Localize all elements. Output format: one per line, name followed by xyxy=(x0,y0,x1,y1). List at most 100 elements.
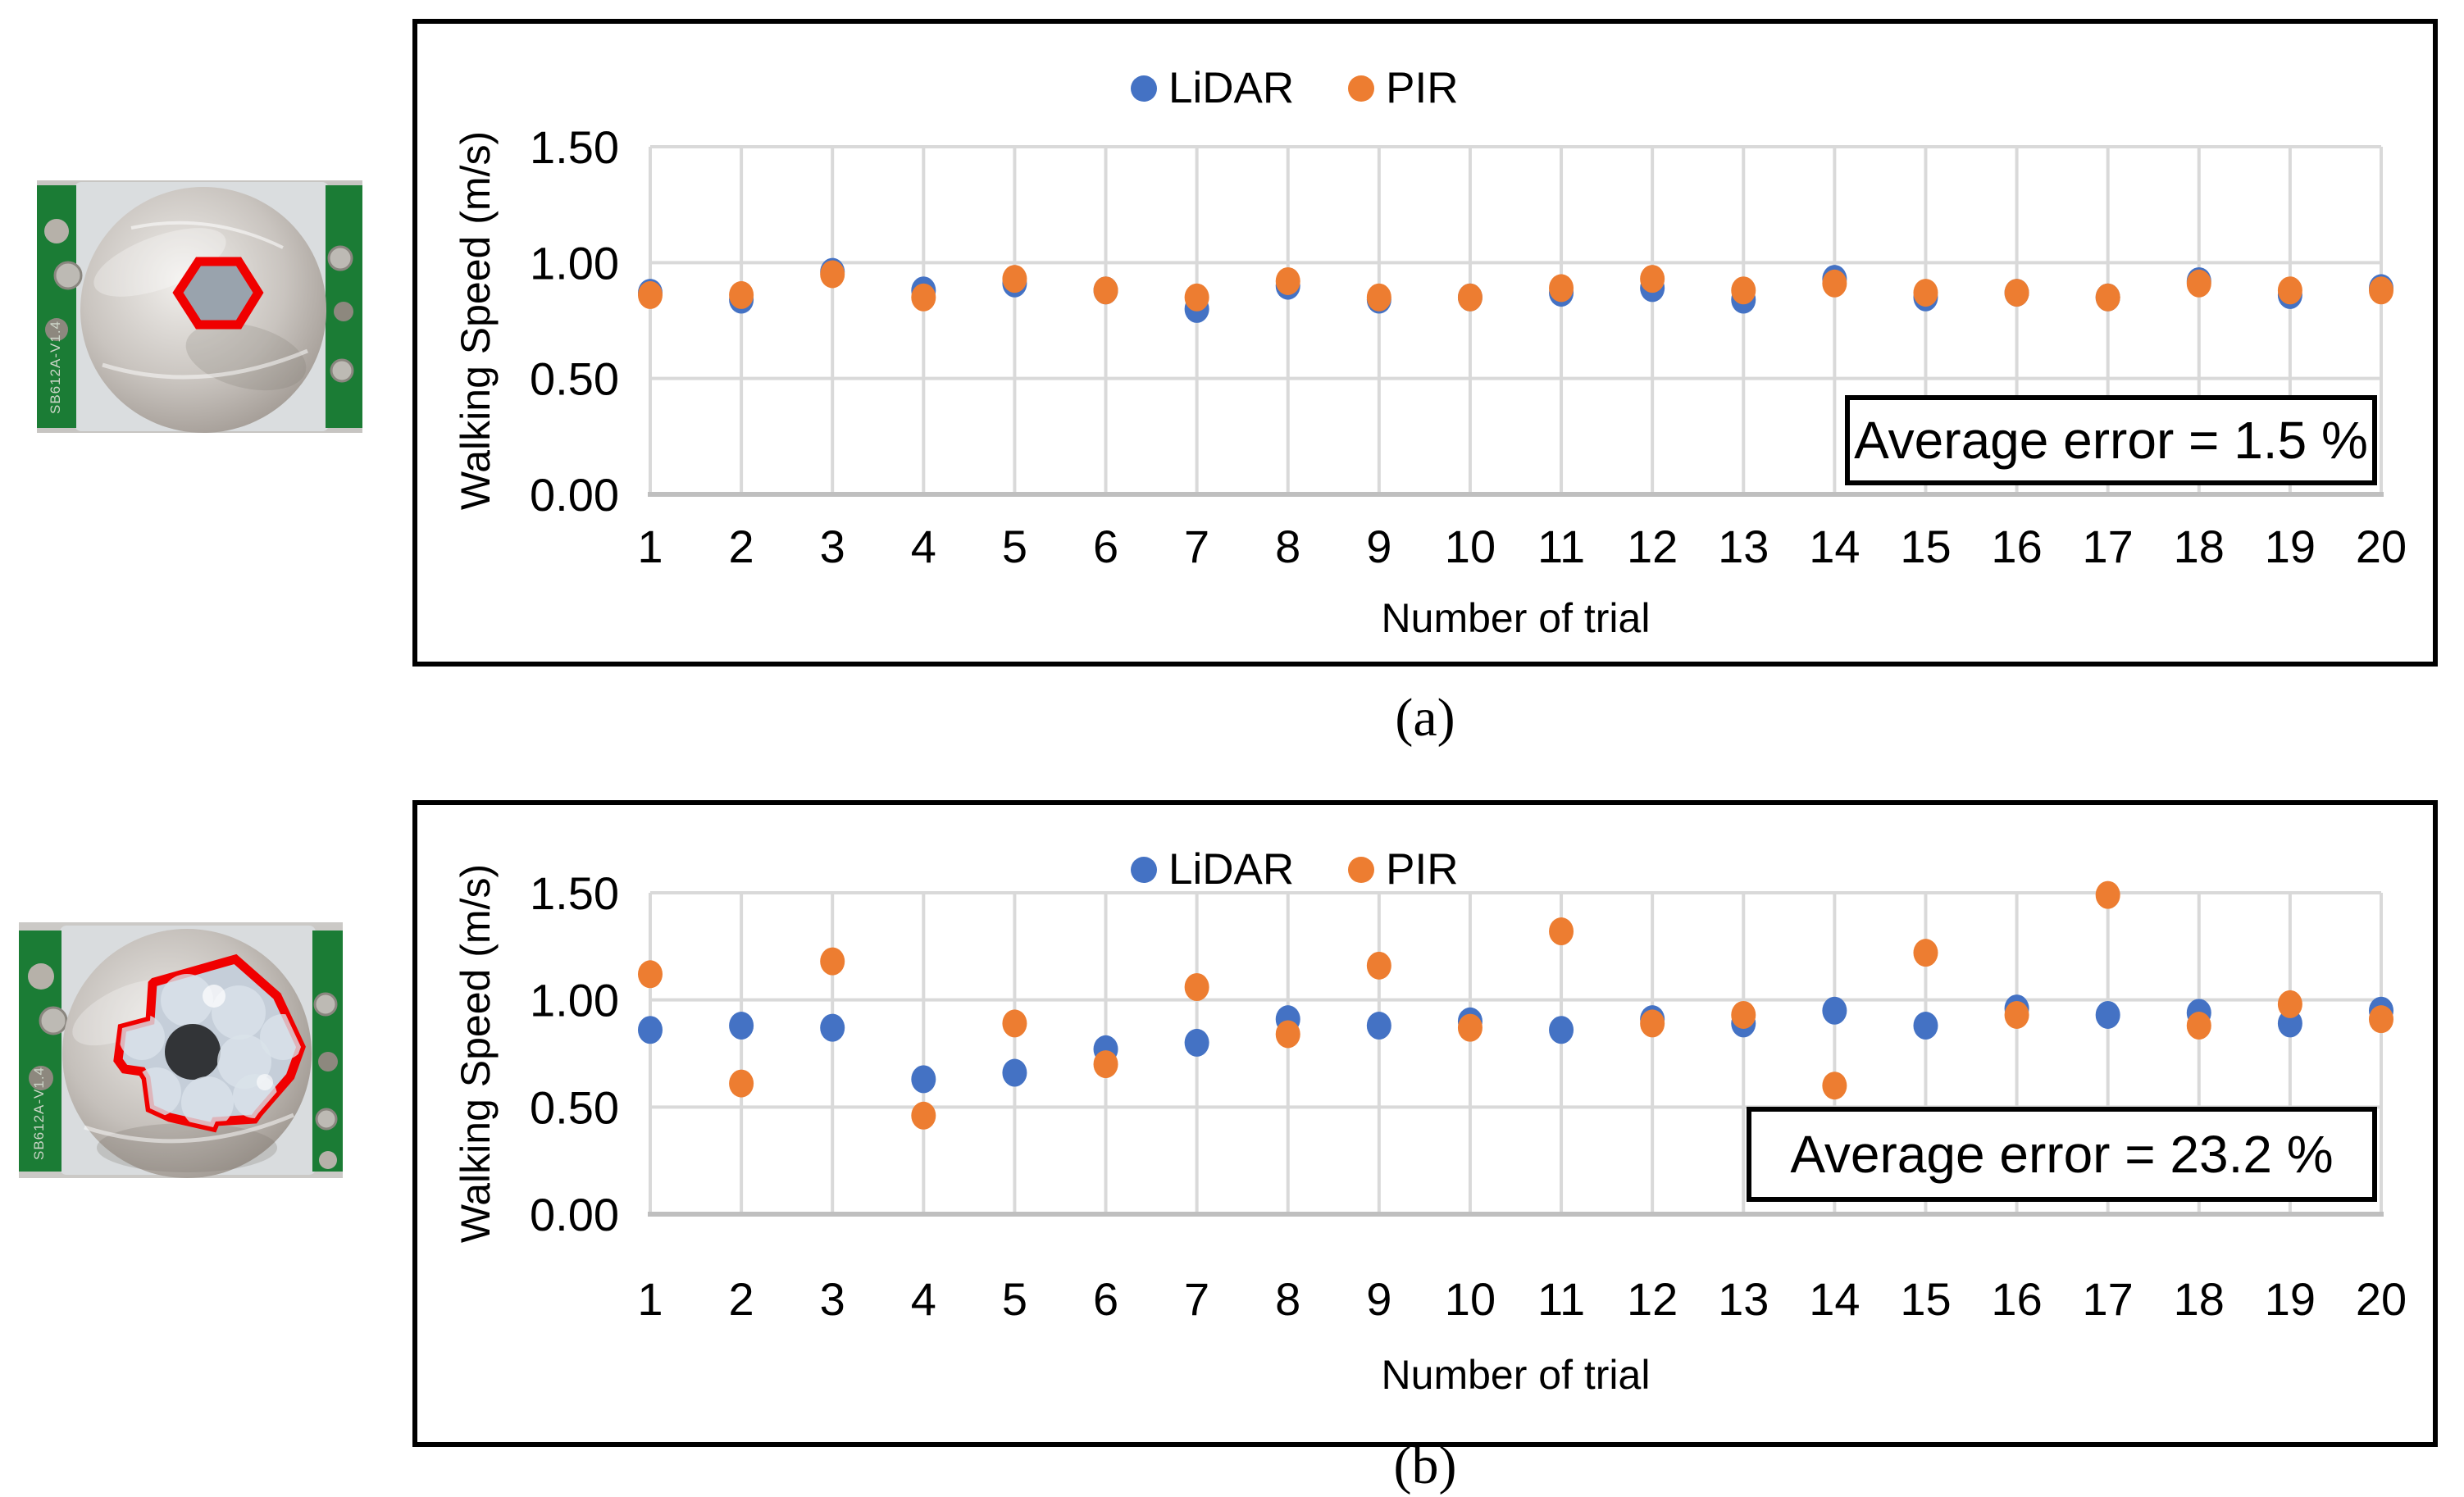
scatter-point-pir xyxy=(820,260,845,289)
scatter-point-lidar xyxy=(1822,996,1847,1025)
scatter-point-pir xyxy=(1549,274,1574,303)
x-tick-label: 14 xyxy=(1809,521,1860,572)
scatter-point-lidar xyxy=(1366,1012,1391,1040)
scatter-chart-b: 0.000.501.001.501 2 3 4 5 6 7 8 9 10 11 12 13 14 15 16 1… xyxy=(453,864,2407,1398)
y-tick-label: 0.50 xyxy=(530,353,619,405)
legend-marker-pir-icon xyxy=(1348,75,1375,102)
pcb-screw-icon xyxy=(330,358,354,383)
scatter-point-lidar xyxy=(2277,1009,2302,1038)
x-tick-label: 13 xyxy=(1718,521,1769,572)
legend-label-lidar: LiDAR xyxy=(1168,64,1295,112)
fresnel-lens-facet xyxy=(161,974,213,1026)
scatter-point-pir xyxy=(729,1069,754,1098)
scatter-point-pir xyxy=(1822,1072,1847,1100)
x-tick-label: 7 xyxy=(1184,1273,1209,1325)
x-tick-label: 16 xyxy=(1991,1273,2042,1325)
scatter-point-pir xyxy=(2095,880,2120,909)
x-tick-label: 9 xyxy=(1366,521,1391,572)
x-tick-label: 2 xyxy=(729,521,754,572)
fresnel-lens-facet xyxy=(165,1024,221,1080)
legend-item-lidar: LiDAR xyxy=(1131,63,1294,113)
scatter-point-pir xyxy=(1913,279,1938,307)
scatter-point-lidar xyxy=(1549,1016,1574,1044)
scatter-point-pir xyxy=(638,280,663,309)
x-tick-label: 15 xyxy=(1900,1273,1951,1325)
figure-panel-b: 0.00 0.50 1.00 1.50 1 2 3 4 5 6 7 8 9 10 11 12 13 14 15 16 1… xyxy=(412,800,2438,1447)
x-tick-label: 6 xyxy=(1093,521,1118,572)
scatter-point-pir xyxy=(911,283,936,312)
scatter-point-pir xyxy=(1640,265,1665,293)
x-tick-label: 19 xyxy=(2265,1273,2316,1325)
scatter-point-pir xyxy=(1002,265,1027,293)
x-tick-label: 3 xyxy=(820,521,845,572)
pcb-silkscreen-label: SB612A-V1.4 xyxy=(31,1067,47,1160)
scatter-point-lidar xyxy=(729,1012,754,1040)
lens-glint xyxy=(257,1074,273,1090)
x-tick-label: 3 xyxy=(820,1273,845,1325)
panel-caption-a: (a) xyxy=(1395,688,1455,748)
pcb-hole xyxy=(318,1052,338,1072)
scatter-point-pir xyxy=(1366,283,1391,312)
x-tick-label: 9 xyxy=(1366,1273,1391,1325)
pcb-hole xyxy=(29,1066,53,1090)
x-tick-label: 18 xyxy=(2174,1273,2225,1325)
x-tick-label: 6 xyxy=(1093,1273,1118,1325)
average-error-box: Average error = 23.2 % xyxy=(1747,1107,2377,1202)
y-tick-label: 1.00 xyxy=(530,975,619,1026)
scatter-point-lidar xyxy=(2095,1000,2120,1029)
x-tick-label: 10 xyxy=(1445,521,1496,572)
scatter-point-pir xyxy=(2186,1012,2211,1040)
x-tick-label: 15 xyxy=(1900,521,1951,572)
y-axis-title: Walking Speed (m/s) xyxy=(453,131,499,510)
scatter-point-pir xyxy=(1275,1020,1300,1049)
scatter-point-pir xyxy=(1731,276,1756,305)
scatter-point-pir xyxy=(1002,1009,1027,1038)
y-tick-label: 1.00 xyxy=(530,237,619,289)
foil-crease xyxy=(84,1113,294,1144)
pcb-silkscreen-label: SB612A-V1.4 xyxy=(48,321,63,414)
x-tick-label: 4 xyxy=(911,521,936,572)
y-tick-label: 1.50 xyxy=(530,121,619,173)
x-tick-label: 10 xyxy=(1445,1273,1496,1325)
legend-marker-pir-icon xyxy=(1348,856,1375,883)
legend-label-pir: PIR xyxy=(1386,64,1459,112)
scatter-point-pir xyxy=(820,947,845,976)
chart-legend: LiDAR PIR xyxy=(1131,844,1459,894)
pcb-hole xyxy=(44,219,69,243)
x-tick-label: 18 xyxy=(2174,521,2225,572)
scatter-point-pir xyxy=(2369,1005,2393,1034)
x-tick-label: 7 xyxy=(1184,521,1209,572)
x-tick-label: 13 xyxy=(1718,1273,1769,1325)
scatter-point-pir xyxy=(2277,990,2302,1018)
x-tick-label: 2 xyxy=(729,1273,754,1325)
x-axis-title: Number of trial xyxy=(1382,1352,1651,1398)
scatter-point-pir xyxy=(1731,1000,1756,1029)
figure-panel-a: 0.00 0.50 1.00 1.50 1 2 3 4 5 6 7 8 9 10 11 12 13 14 15 16 1… xyxy=(412,19,2438,667)
foil-crease xyxy=(102,348,308,380)
scatter-point-pir xyxy=(1457,283,1482,312)
x-tick-label: 19 xyxy=(2265,521,2316,572)
x-tick-label: 11 xyxy=(1537,1273,1585,1325)
x-tick-label: 11 xyxy=(1537,521,1585,572)
scatter-point-pir xyxy=(1549,917,1574,946)
x-tick-label: 12 xyxy=(1627,1273,1678,1325)
chart-legend: LiDAR PIR xyxy=(1131,63,1459,113)
scatter-point-pir xyxy=(1913,939,1938,967)
scatter-point-pir xyxy=(1366,951,1391,980)
scatter-point-pir xyxy=(2277,276,2302,305)
legend-item-pir: PIR xyxy=(1348,63,1459,113)
scatter-point-pir xyxy=(1822,269,1847,298)
x-tick-label: 20 xyxy=(2356,1273,2407,1325)
sensing-window-outline xyxy=(172,257,264,330)
pcb-hole xyxy=(28,963,54,990)
x-tick-label: 5 xyxy=(1002,521,1027,572)
pcb-right-strip xyxy=(312,931,343,1172)
x-tick-label: 4 xyxy=(911,1273,936,1325)
x-tick-label: 1 xyxy=(637,1273,663,1325)
x-tick-label: 1 xyxy=(637,521,663,572)
pir-sensor-photo-a: SB612A-V1.4 xyxy=(37,180,362,433)
y-tick-label: 0.00 xyxy=(530,469,619,521)
foil-crease xyxy=(130,221,284,249)
scatter-chart-a: 0.000.501.001.501 2 3 4 5 6 7 8 9 10 11 12 13 14 15 16 1… xyxy=(453,121,2407,641)
